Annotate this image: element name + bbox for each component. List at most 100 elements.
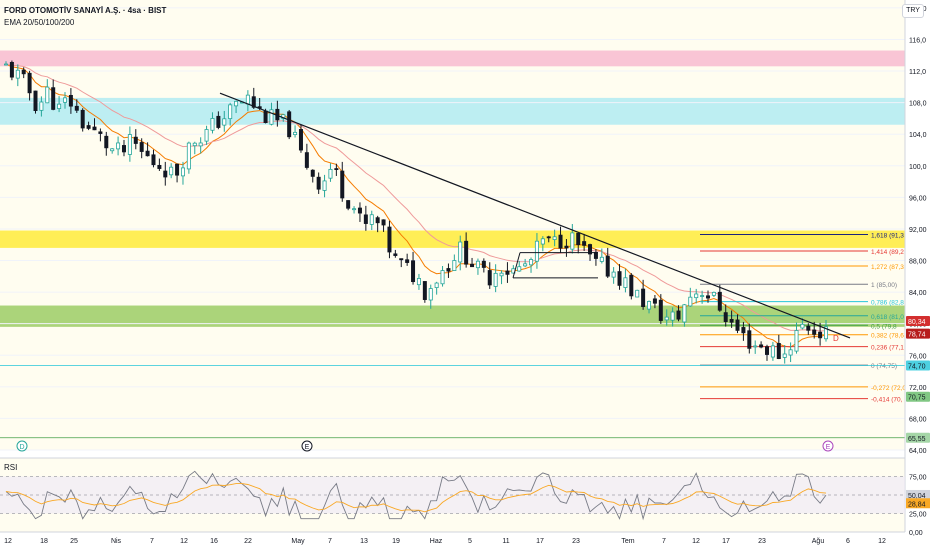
candle-body — [104, 135, 109, 149]
currency-button[interactable]: TRY — [902, 4, 924, 18]
candle-body — [576, 232, 581, 246]
price-badge-label: 80,34 — [908, 319, 926, 326]
candle-body — [127, 134, 132, 155]
fib-label: 1,272 (87,3 — [871, 264, 904, 271]
candle-body — [98, 131, 103, 134]
candle-body — [393, 253, 398, 256]
candle-body — [163, 170, 168, 178]
time-tick-label: Tem — [621, 538, 634, 545]
event-marker — [16, 440, 28, 452]
fib-label: 0,236 (77,1 — [871, 345, 904, 352]
candle-body — [475, 260, 480, 269]
candle-body — [51, 87, 56, 110]
fib-label: 0,5 (79,8 — [871, 323, 897, 330]
rsi-badge-label: 50,04 — [908, 493, 926, 500]
fib-label: 0,618 (81,0 — [871, 314, 904, 321]
candle-body — [346, 200, 351, 209]
candle-body — [316, 176, 321, 190]
price-tick-label: 92,00 — [909, 227, 927, 234]
time-tick-label: 16 — [210, 538, 218, 545]
candle-body — [363, 214, 368, 224]
candle-body — [399, 258, 404, 261]
candle-body — [588, 244, 593, 255]
price-tick-label: 84,00 — [909, 290, 927, 297]
candle-body — [676, 310, 681, 320]
candle-body — [369, 214, 374, 225]
event-marker-label: E — [305, 444, 310, 451]
candle-body — [481, 260, 486, 268]
price-tick-label: 72,00 — [909, 385, 927, 392]
candle-body — [304, 152, 309, 168]
candle-body — [251, 96, 256, 108]
price-tick-label: 96,00 — [909, 195, 927, 202]
candle-body — [688, 296, 693, 307]
event-marker-label: E — [826, 444, 831, 451]
time-tick-label: 11 — [502, 538, 509, 545]
time-tick-label: 18 — [40, 538, 48, 545]
candle-body — [422, 281, 427, 300]
candle-body — [717, 291, 722, 311]
candle-body — [729, 319, 734, 323]
price-tick-label: 76,00 — [909, 353, 927, 360]
candle-body — [411, 260, 416, 283]
time-tick-label: 5 — [468, 538, 472, 545]
candle-body — [700, 295, 705, 297]
candle-body — [765, 346, 770, 355]
trendline — [219, 92, 851, 339]
plot-background — [0, 0, 905, 450]
candle-body — [169, 166, 174, 176]
candle-body — [9, 61, 14, 78]
candle-body — [263, 110, 268, 123]
candle-body — [788, 349, 793, 356]
price-badge-label: 70,75 — [908, 395, 926, 402]
price-tick-label: 88,00 — [909, 259, 927, 266]
candle-body — [723, 312, 728, 322]
time-tick-label: 13 — [360, 538, 368, 545]
candle-body — [357, 207, 362, 214]
candle-body — [198, 142, 203, 147]
candle-body — [552, 236, 557, 240]
candle-body — [293, 131, 298, 136]
price-badge-label: 78,74 — [908, 332, 926, 339]
price-tick-label: 108,0 — [909, 101, 927, 108]
candle-body — [534, 240, 539, 262]
candle-body — [664, 316, 669, 321]
candle-body — [611, 271, 616, 278]
indicator-legend[interactable]: EMA 20/50/100/200 — [4, 18, 75, 27]
fib-label: -0,272 (72,0 — [871, 385, 906, 392]
candle-body — [682, 304, 687, 323]
candle-body — [782, 353, 787, 358]
candle-body — [234, 100, 239, 107]
candle-body — [222, 118, 227, 126]
time-tick-label: 12 — [692, 538, 700, 545]
candle-body — [741, 327, 746, 334]
price-badge — [906, 360, 930, 371]
pattern-side-line — [512, 252, 521, 279]
candle-body — [647, 301, 652, 310]
candle-body — [812, 329, 817, 335]
price-tick-label: 112,0 — [909, 69, 926, 76]
candle-body — [375, 217, 380, 224]
candle-body — [62, 97, 67, 103]
candle-body — [487, 270, 492, 286]
candle-body — [322, 180, 327, 191]
candle-body — [635, 289, 640, 298]
price-tick-label: 100,0 — [909, 164, 927, 171]
candle-body — [340, 170, 345, 199]
candle-body — [776, 343, 781, 359]
candle-body — [428, 288, 433, 301]
candle-body — [570, 232, 575, 250]
candle-body — [800, 323, 805, 329]
candle-body — [605, 255, 610, 277]
candle-body — [21, 69, 26, 75]
candle-body — [546, 236, 551, 239]
candle-body — [564, 245, 569, 249]
candle-body — [175, 163, 180, 176]
candle-body — [529, 259, 534, 266]
candle-body — [68, 94, 73, 107]
candle-body — [458, 241, 463, 263]
candle-body — [523, 263, 528, 267]
price-badge — [906, 328, 930, 339]
